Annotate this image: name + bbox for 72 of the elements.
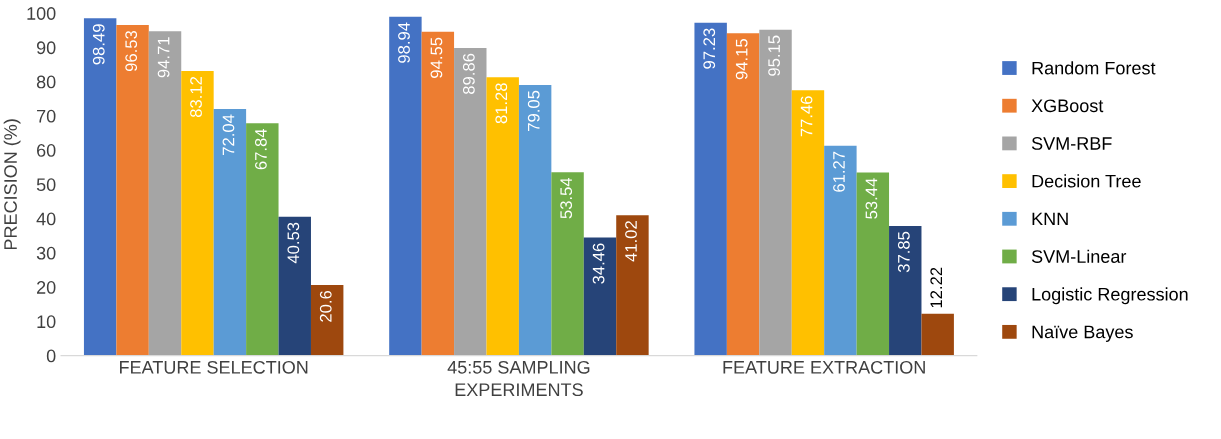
data-label: 89.86 — [462, 53, 475, 95]
data-label: 97.23 — [703, 28, 716, 69]
bar — [518, 84, 552, 356]
y-tick-label: 20 — [37, 281, 56, 294]
data-label: 98.94 — [398, 22, 410, 63]
data-label: 94.55 — [430, 37, 443, 78]
y-tick-label: 40 — [36, 212, 56, 226]
legend-label: Decision Tree — [1032, 174, 1141, 188]
y-tick-label: 30 — [36, 246, 56, 260]
bar — [616, 215, 649, 356]
data-label: 53.44 — [865, 178, 878, 219]
bar — [310, 285, 344, 356]
bar — [726, 33, 760, 356]
bar — [759, 29, 792, 356]
bar — [583, 237, 617, 356]
bar — [83, 18, 117, 356]
data-label: 77.46 — [800, 96, 813, 137]
bar — [791, 90, 825, 356]
y-axis-title: PRECISION (%) — [3, 119, 21, 250]
bar — [889, 225, 922, 356]
x-tick-label: FEATURE SELECTION — [120, 360, 308, 374]
bar — [389, 16, 422, 356]
legend-label: KNN — [1032, 212, 1068, 226]
data-label: 41.02 — [625, 221, 637, 262]
bar — [454, 47, 487, 356]
data-label: 67.84 — [255, 128, 267, 170]
bar — [551, 172, 584, 356]
bar — [148, 31, 182, 356]
bar — [486, 77, 519, 356]
bar — [856, 172, 890, 356]
data-label: 83.12 — [190, 76, 202, 118]
data-label: 53.54 — [560, 177, 573, 219]
y-tick-label: 90 — [36, 41, 56, 55]
x-tick-label: 45:55 SAMPLING — [447, 360, 590, 374]
bar — [181, 70, 214, 356]
y-tick-label: 0 — [46, 349, 56, 363]
legend-label: Naïve Bayes — [1032, 325, 1133, 342]
legend-label: SVM-RBF — [1031, 137, 1112, 150]
x-axis-title: EXPERIMENTS — [455, 383, 583, 397]
bar — [421, 31, 455, 356]
legend-label: Logistic Regression — [1032, 287, 1188, 305]
data-label: 98.49 — [92, 24, 105, 65]
data-label: 79.05 — [527, 90, 540, 131]
data-label: 81.28 — [495, 83, 508, 124]
bar — [116, 25, 149, 356]
data-label: 72.04 — [222, 114, 235, 155]
data-label: 12.22 — [930, 267, 942, 308]
data-label: 94.15 — [735, 39, 748, 80]
y-tick-label: 60 — [37, 144, 56, 157]
y-tick-label: 100 — [27, 7, 56, 20]
data-label: 34.46 — [592, 243, 605, 284]
data-label: 96.53 — [125, 30, 138, 72]
data-label: 40.53 — [287, 222, 300, 264]
bar — [213, 108, 247, 356]
bar — [278, 216, 311, 356]
data-label: 61.27 — [833, 151, 845, 192]
y-tick-label: 10 — [37, 315, 56, 329]
data-label: 20.6 — [319, 290, 332, 322]
y-tick-label: 70 — [37, 109, 56, 123]
legend-label: XGBoost — [1031, 99, 1104, 113]
data-label: 95.15 — [768, 35, 780, 76]
bar — [246, 123, 279, 356]
y-tick-label: 80 — [36, 75, 56, 89]
legend-label: Random Forest — [1032, 61, 1156, 75]
bar — [824, 145, 857, 356]
bar — [921, 313, 954, 356]
bar — [694, 22, 727, 356]
x-tick-label: FEATURE EXTRACTION — [723, 360, 925, 374]
data-label: 94.71 — [157, 37, 170, 78]
y-tick-label: 50 — [36, 178, 56, 192]
legend-label: SVM-Linear — [1031, 249, 1127, 263]
data-label: 37.85 — [897, 231, 910, 273]
